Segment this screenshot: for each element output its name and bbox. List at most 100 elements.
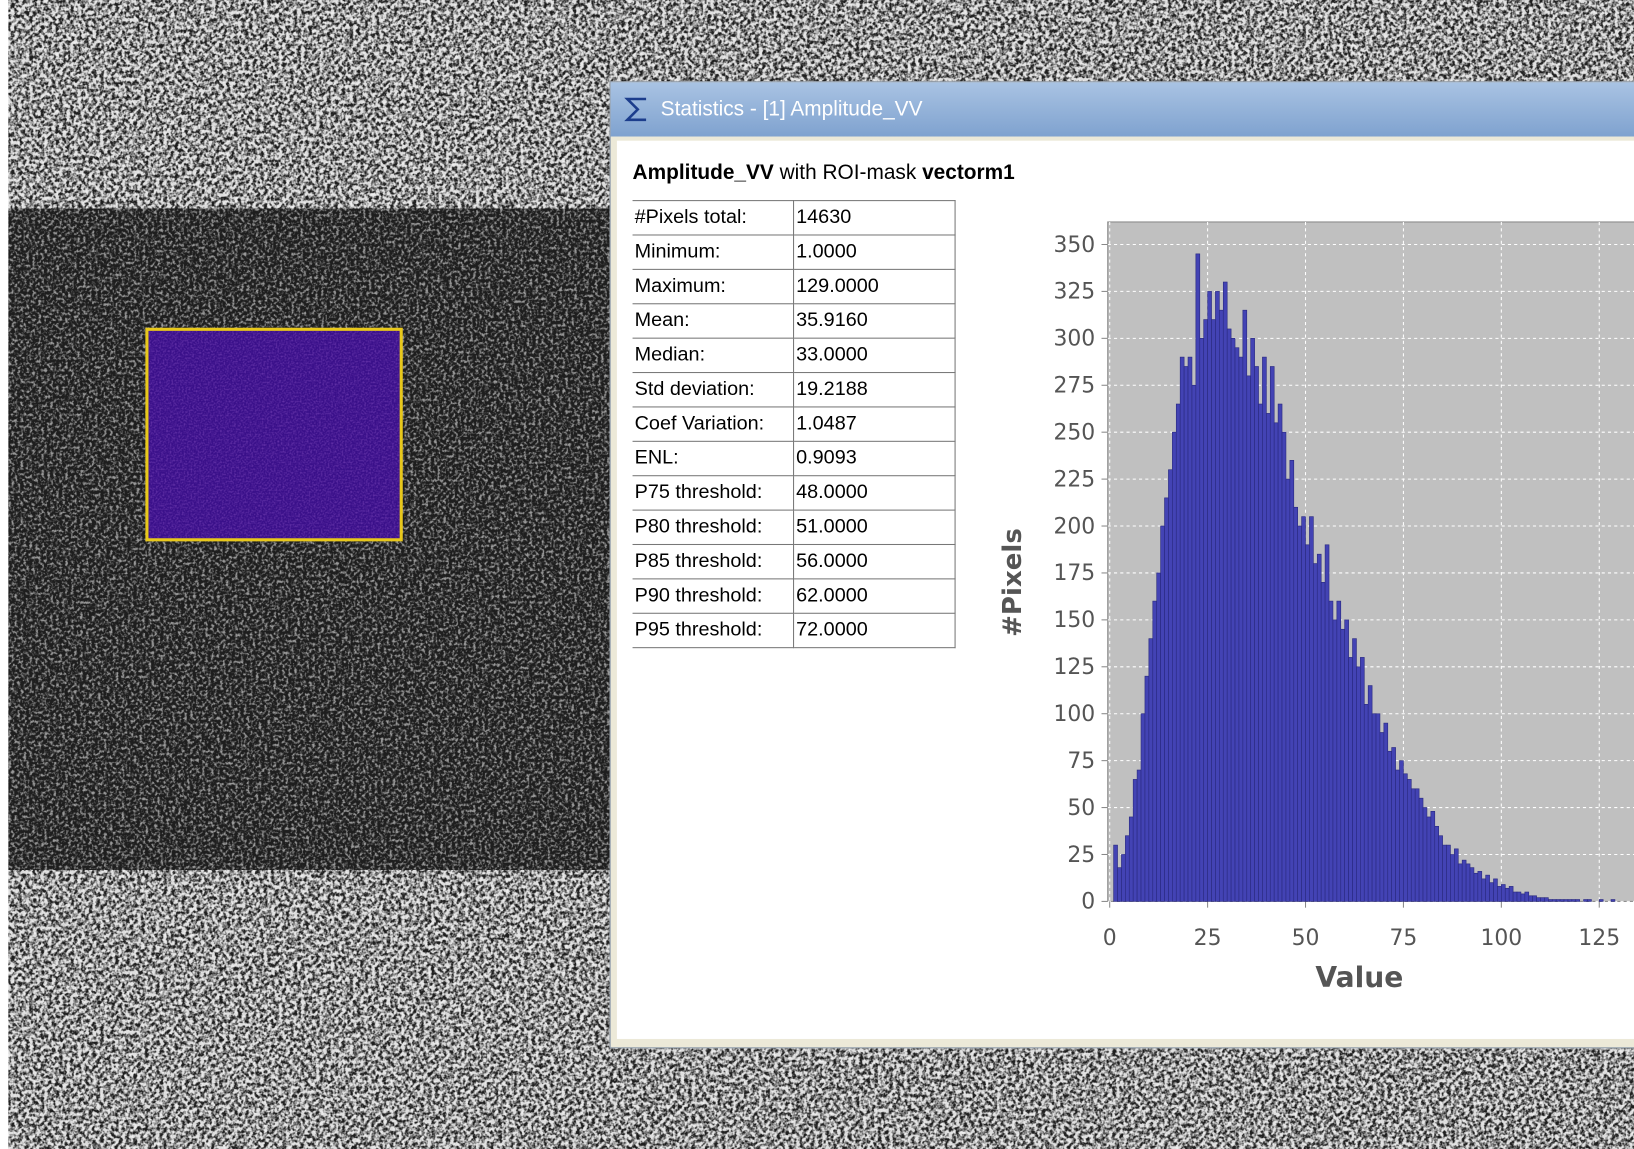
bar [1371,713,1377,902]
stat-value: 19.2188 [793,372,956,408]
bar [1316,553,1322,902]
bar [1305,544,1310,902]
bar [1410,788,1416,902]
stat-value: 129.0000 [793,268,956,305]
bar [1132,779,1138,902]
stat-value: 62.0000 [793,578,956,614]
bar [1187,356,1193,902]
statistics-panel: Amplitude_VV with ROI-mask vectorm1 #Pix… [616,140,1634,1039]
stat-value: 33.0000 [793,337,956,374]
y-tick-label: 300 [1053,327,1095,352]
bar [1548,899,1553,902]
stat-label: #Pixels total: [632,200,795,236]
bar [1367,685,1373,902]
bar [1273,422,1279,902]
stat-label: Median: [632,337,795,374]
bar [1148,638,1154,902]
bar [1485,874,1490,902]
y-tick-label: 250 [1053,420,1095,445]
x-axis-label: Value [1315,961,1403,994]
bar [1501,884,1506,902]
bar [1375,713,1381,902]
bar [1336,600,1342,902]
stat-label: Maximum: [632,268,795,305]
bar [1504,887,1510,902]
y-tick-label: 75 [1067,749,1095,774]
heading: Amplitude_VV with ROI-mask vectorm1 [633,162,1015,186]
bar [1426,816,1432,902]
table-row: Mean: 35.9160 [632,303,956,339]
bar [1191,384,1197,902]
y-tick-label: 275 [1053,374,1095,399]
bar [1301,516,1306,902]
bar [1403,773,1408,902]
bar [1508,886,1514,902]
bar [1297,525,1302,902]
bar [1422,807,1428,902]
bar [1434,826,1439,902]
y-tick-label: 175 [1053,561,1095,586]
bar [1242,309,1248,902]
bar [1293,506,1299,902]
bar [1164,497,1169,902]
bar [1356,666,1361,902]
stat-value: 72.0000 [793,612,956,649]
bar [1383,722,1389,902]
bar [1324,544,1330,902]
table-row: Maximum: 129.0000 [632,268,956,305]
title-bar[interactable]: Statistics - [1] Amplitude_VV [610,82,1634,137]
bar [1203,319,1208,902]
table-row: Std deviation: 19.2188 [632,372,956,408]
band-name: Amplitude_VV [632,161,774,185]
bar [1211,319,1216,902]
bar [1489,882,1494,902]
y-tick-label: 200 [1053,514,1095,539]
table-row: Median: 33.0000 [632,337,956,374]
bar [1266,413,1271,902]
table-row: P80 threshold: 51.0000 [632,509,956,546]
sigma-icon [624,97,647,122]
bar [1399,760,1404,902]
bar [1238,356,1244,902]
stat-label: P95 threshold: [632,612,795,649]
bar [1269,366,1275,902]
statistics-window: Statistics - [1] Amplitude_VV Amplitude_… [609,81,1634,1049]
bar [1258,403,1263,902]
bar [1219,309,1224,902]
bar [1544,897,1549,902]
table-row: ENL: 0.9093 [632,440,956,477]
bar [1226,328,1232,902]
bar [1340,628,1345,902]
bar [1168,469,1173,902]
bar [1183,366,1189,902]
stat-value: 1.0000 [793,234,956,270]
bar [1117,867,1122,902]
stat-value: 48.0000 [793,475,956,511]
bar [1121,854,1126,902]
stat-label: Minimum: [632,234,795,270]
bar [1563,899,1569,902]
bar [1313,563,1318,902]
bar [1250,338,1255,902]
x-tick-label: 25 [1194,926,1222,951]
y-tick-label: 350 [1053,233,1095,258]
bar [1289,460,1295,902]
bar [1379,732,1385,902]
bar [1175,403,1181,902]
bar [1254,366,1259,902]
table-row: P90 threshold: 62.0000 [632,578,956,614]
bar [1477,871,1483,902]
bar [1457,863,1463,902]
stat-label: P75 threshold: [632,475,795,511]
bar [1575,899,1580,902]
y-tick-label: 125 [1053,655,1095,680]
bar [1469,867,1475,902]
bar [1512,891,1518,902]
bar [1559,899,1565,902]
bar [1332,619,1338,902]
bar [1277,403,1283,902]
bar [1281,431,1287,902]
stat-label: ENL: [632,440,795,477]
bar [1438,835,1443,902]
